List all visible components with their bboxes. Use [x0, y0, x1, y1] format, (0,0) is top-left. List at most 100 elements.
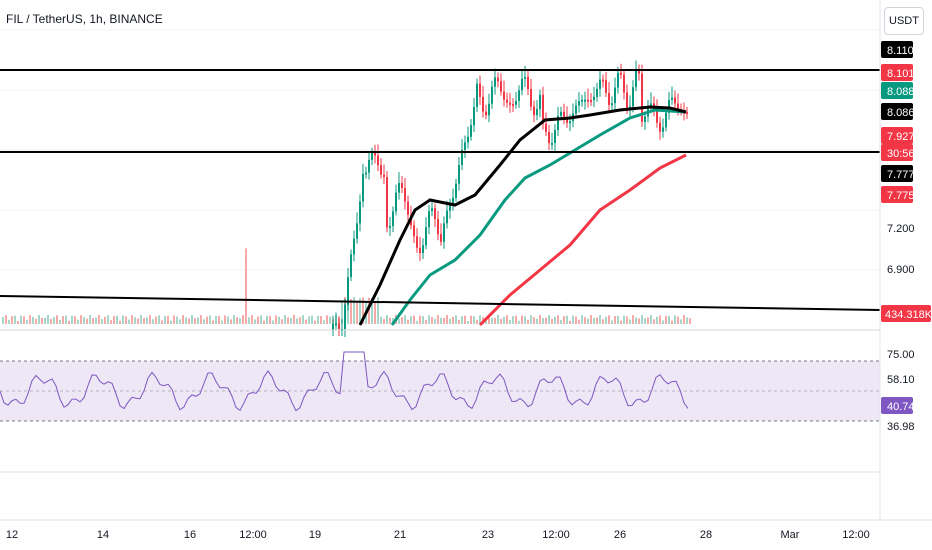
candle: [686, 112, 688, 115]
volume-bar: [641, 315, 643, 324]
candle: [641, 73, 643, 122]
candle: [365, 172, 367, 175]
volume-bar: [191, 315, 193, 324]
candle: [590, 100, 592, 103]
volume-bar: [185, 317, 187, 324]
volume-bar: [341, 300, 343, 324]
volume-bar: [56, 315, 58, 324]
svg-text:40.74: 40.74: [887, 401, 915, 413]
volume-bar: [584, 317, 586, 324]
candle: [605, 80, 607, 93]
candle: [677, 103, 679, 110]
volume-bar: [437, 315, 439, 324]
volume-bar: [275, 315, 277, 324]
rsi-tick: 75.00: [887, 349, 915, 361]
volume-bar: [179, 319, 181, 324]
volume-bar: [35, 318, 37, 324]
volume-bar: [212, 320, 214, 324]
candle: [512, 104, 514, 107]
candle: [428, 211, 430, 228]
candle: [392, 211, 394, 227]
svg-text:8.088: 8.088: [887, 86, 915, 98]
volume-bar: [356, 301, 358, 324]
currency-button[interactable]: USDT: [884, 7, 924, 35]
candle: [437, 218, 439, 235]
volume-bar: [50, 318, 52, 324]
volume-bar: [134, 317, 136, 324]
volume-bar: [371, 298, 373, 324]
volume-bar: [377, 297, 379, 324]
candle: [395, 192, 397, 212]
volume-bar: [47, 315, 49, 324]
rsi-line: [0, 351, 689, 412]
volume-bar: [686, 317, 688, 324]
volume-bar: [116, 315, 118, 324]
time-label: 12: [6, 529, 18, 541]
price-tag[interactable]: 7.777: [881, 165, 915, 182]
candle: [551, 142, 553, 145]
candle: [575, 105, 577, 114]
volume-bar: [653, 319, 655, 324]
candle: [638, 70, 640, 74]
trend-line[interactable]: [0, 295, 881, 311]
time-axis[interactable]: 12 14 16 12:00 19 21 23 12:00 26 28 Mar 12:00: [6, 529, 870, 541]
volume-bar: [452, 316, 454, 324]
volume-bar: [197, 317, 199, 324]
price-tag[interactable]: 7.927: [881, 127, 915, 144]
candle: [338, 323, 340, 330]
price-tag[interactable]: 8.086: [881, 103, 915, 120]
time-label: Mar: [781, 529, 800, 541]
candle: [332, 323, 334, 330]
volume-bar: [617, 315, 619, 324]
volume-bar: [284, 315, 286, 324]
volume-bar: [383, 319, 385, 324]
volume-bar: [170, 320, 172, 324]
volume-bar: [221, 320, 223, 324]
volume-bar: [104, 316, 106, 324]
volume-bar: [107, 315, 109, 324]
volume-bar: [269, 315, 271, 324]
volume-bar: [449, 318, 451, 324]
candle: [434, 208, 436, 219]
volume-bar: [266, 315, 268, 324]
candle: [599, 79, 601, 89]
price-grid: [0, 29, 880, 271]
candle: [491, 86, 493, 104]
volume-bar: [89, 315, 91, 324]
volume-bar: [416, 320, 418, 324]
volume-bar: [608, 315, 610, 324]
volume-bar: [548, 315, 550, 324]
volume-bar: [272, 320, 274, 324]
price-tag[interactable]: 8.101: [881, 64, 915, 81]
price-tag[interactable]: 8.088: [881, 82, 915, 99]
volume-bar: [224, 315, 226, 324]
volume-bar: [587, 318, 589, 324]
volume-bar: [380, 316, 382, 324]
price-tag[interactable]: 7.775: [881, 186, 915, 203]
volume-bar: [620, 320, 622, 324]
candle: [674, 97, 676, 104]
volume-bar: [77, 319, 79, 324]
candle: [632, 87, 634, 107]
candle: [383, 174, 385, 178]
volume-bar: [26, 319, 28, 324]
rsi-value-tag[interactable]: 40.74: [881, 397, 915, 414]
volume-bar: [551, 319, 553, 324]
candle: [422, 245, 424, 254]
volume-bar: [497, 315, 499, 324]
volume-bar: [638, 318, 640, 324]
candle: [368, 159, 370, 173]
countdown-tag[interactable]: 30:56: [881, 144, 915, 161]
volume-bar: [152, 319, 154, 324]
volume-bar: [206, 316, 208, 324]
time-label: 12:00: [842, 529, 870, 541]
volume-bar: [125, 316, 127, 324]
volume-tag[interactable]: 434.318K: [881, 305, 932, 322]
volume-bar: [494, 317, 496, 324]
price-tag[interactable]: 8.110: [881, 41, 914, 58]
volume-bar: [251, 315, 253, 324]
candle: [578, 101, 580, 106]
volume-bar: [632, 315, 634, 324]
volume-bar: [149, 315, 151, 324]
